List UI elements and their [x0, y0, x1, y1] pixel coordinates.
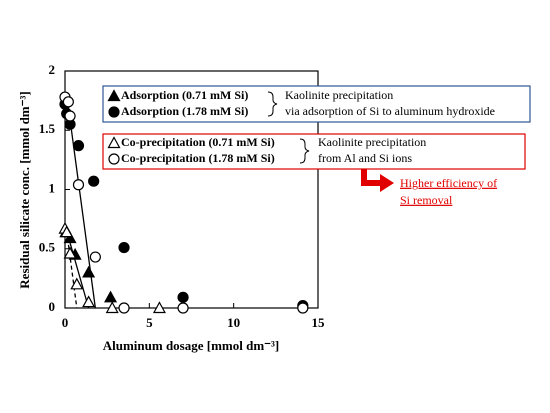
point: [177, 291, 189, 303]
point: [72, 140, 85, 152]
legend-label: Co-precipitation (1.78 mM Si): [121, 151, 275, 165]
point: [118, 302, 130, 314]
point: [70, 277, 84, 290]
point: [88, 175, 100, 187]
point: [89, 251, 101, 263]
trend-line: [66, 230, 90, 309]
point: [72, 179, 85, 191]
point: [63, 246, 77, 259]
point: [152, 301, 166, 314]
highlight-text: Si removal: [400, 193, 453, 207]
point: [64, 110, 76, 122]
point: [118, 241, 130, 254]
point: [177, 302, 189, 314]
bracket: [267, 91, 278, 117]
y-axis-title: Residual silicate conc. [mmol dm⁻³]: [17, 91, 32, 288]
point: [297, 302, 309, 314]
x-tick-label: 5: [146, 315, 153, 330]
y-tick-label: 0.5: [39, 240, 56, 255]
x-tick-label: 10: [227, 315, 240, 330]
bracket: [299, 138, 310, 164]
legend-box: [102, 85, 531, 123]
x-tick-label: 15: [312, 315, 326, 330]
annotation: from Al and Si ions: [318, 151, 412, 165]
point: [62, 96, 74, 108]
trend-line: [66, 230, 78, 309]
x-tick-label: 0: [62, 315, 69, 330]
y-tick-label: 1: [49, 180, 56, 195]
legend-label: Adsorption (1.78 mM Si): [121, 104, 248, 118]
y-tick-label: 2: [49, 62, 56, 77]
annotation: Kaolinite precipitation: [318, 135, 426, 149]
legend-marker: [107, 89, 121, 102]
arrow-head: [380, 174, 394, 192]
point: [82, 265, 96, 278]
point: [105, 301, 119, 314]
point: [60, 225, 74, 238]
legend-marker: [107, 136, 121, 149]
point: [104, 290, 118, 303]
legend-marker: [108, 106, 120, 118]
annotation: via adsorption of Si to aluminum hydroxi…: [285, 104, 495, 118]
legend-label: Adsorption (0.71 mM Si): [121, 88, 248, 102]
annotation: Kaolinite precipitation: [285, 88, 393, 102]
legend-label: Co-precipitation (0.71 mM Si): [121, 135, 275, 149]
x-axis-title: Aluminum dosage [mmol dm⁻³]: [103, 338, 280, 353]
point: [63, 231, 77, 244]
y-tick-label: 0: [49, 299, 56, 314]
point: [82, 295, 96, 308]
legend-box: [102, 133, 526, 170]
legend-marker: [108, 153, 120, 165]
highlight-text: Higher efficiency of: [400, 176, 497, 190]
y-tick-label: 1.5: [39, 121, 56, 136]
arrow: [361, 169, 380, 186]
